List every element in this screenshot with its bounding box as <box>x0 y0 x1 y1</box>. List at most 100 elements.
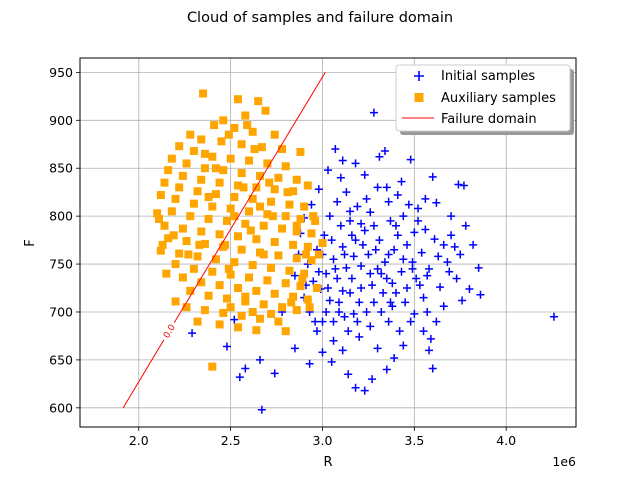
auxiliary-sample-point <box>204 291 213 300</box>
y-tick-label: 600 <box>49 400 73 415</box>
auxiliary-sample-point <box>292 175 301 184</box>
auxiliary-sample-point <box>267 197 276 206</box>
auxiliary-sample-point <box>208 202 217 211</box>
initial-sample-point <box>410 228 419 237</box>
initial-sample-point <box>362 307 371 316</box>
initial-sample-point <box>351 159 360 168</box>
auxiliary-sample-point <box>233 323 242 332</box>
initial-sample-point <box>399 255 408 264</box>
initial-sample-point <box>386 298 395 307</box>
initial-sample-point <box>423 271 432 280</box>
x-tick-label: 3.5 <box>404 433 424 448</box>
initial-sample-point <box>325 296 334 305</box>
auxiliary-sample-point <box>160 221 169 230</box>
auxiliary-sample-point <box>261 106 270 115</box>
auxiliary-sample-point <box>219 116 228 125</box>
auxiliary-sample-point <box>248 307 257 316</box>
auxiliary-sample-point <box>197 175 206 184</box>
auxiliary-sample-point <box>230 123 239 132</box>
initial-sample-point <box>399 341 408 350</box>
auxiliary-sample-point <box>285 200 294 209</box>
failure-domain-segment <box>122 339 165 409</box>
initial-sample-point <box>439 240 448 249</box>
initial-sample-point <box>347 274 356 283</box>
initial-sample-point <box>417 248 426 257</box>
initial-sample-point <box>428 364 437 373</box>
auxiliary-sample-point <box>274 317 283 326</box>
auxiliary-sample-point <box>221 240 230 249</box>
auxiliary-sample-point <box>252 326 261 335</box>
initial-sample-point <box>474 263 483 272</box>
initial-sample-point <box>338 286 347 295</box>
auxiliary-sample-point <box>248 194 257 203</box>
failure-domain-line: 0.0 <box>122 72 326 409</box>
auxiliary-sample-point <box>318 238 327 247</box>
initial-sample-point <box>421 225 430 234</box>
auxiliary-sample-point <box>211 255 220 264</box>
legend-marker-square <box>414 93 424 102</box>
x-tick-label: 4.0 <box>496 433 516 448</box>
y-tick-label: 750 <box>49 257 73 272</box>
initial-sample-point <box>325 212 334 221</box>
initial-sample-point <box>346 288 355 297</box>
initial-sample-point <box>368 281 377 290</box>
initial-sample-point <box>373 344 382 353</box>
initial-sample-point <box>357 261 366 270</box>
initial-sample-point <box>335 298 344 307</box>
initial-sample-point <box>382 274 391 283</box>
auxiliary-sample-point <box>193 252 202 261</box>
initial-sample-point <box>384 197 393 206</box>
auxiliary-sample-point <box>296 147 305 156</box>
initial-sample-point <box>353 202 362 211</box>
auxiliary-sample-point <box>211 190 220 199</box>
initial-sample-point <box>366 269 375 278</box>
initial-sample-point <box>329 317 338 326</box>
initial-sample-point <box>311 317 320 326</box>
auxiliary-sample-point <box>259 250 268 259</box>
initial-sample-point <box>380 146 389 155</box>
initial-sample-point <box>425 346 434 355</box>
initial-sample-point <box>344 370 353 379</box>
initial-sample-point <box>391 288 400 297</box>
auxiliary-sample-point <box>200 164 209 173</box>
auxiliary-sample-point <box>199 89 208 98</box>
auxiliary-sample-point <box>224 264 233 273</box>
initial-sample-point <box>342 263 351 272</box>
auxiliary-sample-point <box>256 314 265 323</box>
initial-sample-point <box>360 386 369 395</box>
auxiliary-sample-point <box>186 130 195 139</box>
initial-sample-point <box>188 329 197 338</box>
x-axis-ticks: 2.0 2.5 3.0 3.5 4.0 <box>129 427 516 448</box>
legend: Initial samples Auxiliary samples Failur… <box>395 64 574 135</box>
initial-sample-point <box>421 194 430 203</box>
auxiliary-sample-point <box>259 300 268 309</box>
auxiliary-sample-point <box>200 239 209 248</box>
initial-sample-point <box>395 327 404 336</box>
initial-sample-point <box>257 405 266 414</box>
initial-sample-point <box>414 204 423 213</box>
initial-sample-point <box>340 312 349 321</box>
chart-title: Cloud of samples and failure domain <box>187 10 453 26</box>
initial-sample-point <box>443 258 452 267</box>
initial-sample-point <box>327 357 336 366</box>
auxiliary-sample-point <box>186 212 195 221</box>
initial-sample-point <box>360 226 369 235</box>
auxiliary-sample-point <box>219 308 228 317</box>
initial-sample-point <box>447 231 456 240</box>
auxiliary-sample-point <box>265 178 274 187</box>
auxiliary-sample-point <box>245 273 254 282</box>
initial-sample-point <box>333 197 342 206</box>
auxiliary-sample-point <box>281 212 290 221</box>
initial-sample-point <box>419 327 428 336</box>
auxiliary-sample-point <box>175 249 184 258</box>
auxiliary-sample-point <box>305 303 314 312</box>
initial-sample-point <box>408 264 417 273</box>
auxiliary-sample-point <box>230 258 239 267</box>
initial-sample-point <box>461 221 470 230</box>
auxiliary-sample-point <box>237 140 246 149</box>
initial-sample-point <box>434 252 443 261</box>
auxiliary-sample-point <box>270 130 279 139</box>
auxiliary-sample-point <box>171 260 180 269</box>
initial-sample-point <box>430 235 439 244</box>
initial-sample-point <box>329 336 338 345</box>
